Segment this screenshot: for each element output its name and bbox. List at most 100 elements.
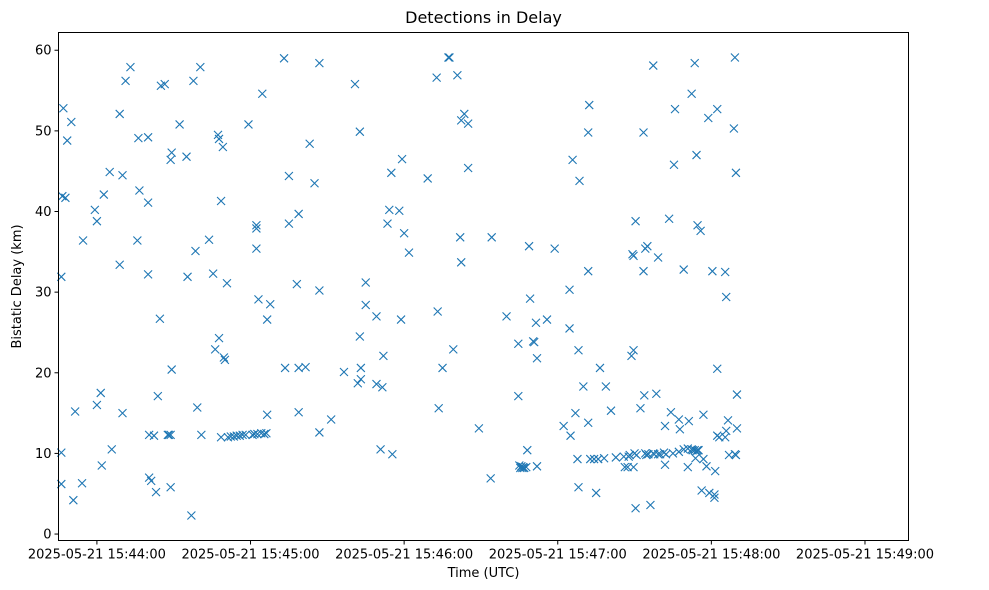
- data-point: [135, 186, 144, 195]
- data-point: [445, 53, 454, 62]
- data-point: [693, 220, 702, 230]
- data-point: [326, 415, 336, 424]
- data-point: [565, 324, 574, 333]
- data-point: [687, 89, 697, 99]
- data-point: [519, 463, 529, 473]
- data-point: [356, 374, 366, 384]
- data-point: [195, 62, 205, 72]
- data-point: [265, 299, 275, 309]
- data-point: [693, 445, 702, 455]
- data-point: [578, 382, 588, 391]
- data-point: [584, 100, 594, 110]
- data-point: [699, 410, 708, 420]
- data-point: [361, 300, 371, 310]
- data-point: [372, 311, 381, 321]
- data-point: [149, 431, 159, 441]
- data-point: [444, 53, 453, 62]
- data-point: [241, 430, 251, 440]
- data-point: [648, 61, 658, 70]
- data-point: [653, 253, 663, 262]
- y-tick-label: 20: [35, 366, 52, 381]
- data-point: [532, 353, 542, 363]
- plot-frame: [58, 32, 909, 541]
- data-point: [383, 219, 392, 228]
- data-point: [731, 450, 741, 460]
- data-point: [315, 428, 324, 437]
- data-point: [146, 476, 156, 486]
- x-tick-label: 2025-05-21 15:47:00: [489, 548, 627, 563]
- data-point: [118, 170, 127, 180]
- data-point: [585, 454, 595, 464]
- data-point: [189, 76, 198, 86]
- data-point: [115, 109, 125, 119]
- data-point: [143, 198, 153, 208]
- data-point: [61, 193, 70, 203]
- data-point: [160, 79, 170, 89]
- data-point: [305, 139, 315, 149]
- data-point: [731, 168, 741, 178]
- data-point: [218, 142, 228, 152]
- data-point: [284, 219, 294, 228]
- data-point: [455, 232, 465, 242]
- data-point: [438, 363, 447, 373]
- data-point: [208, 269, 218, 278]
- x-axis: 2025-05-21 15:44:00 2025-05-21 15:45:00 20…: [28, 540, 934, 563]
- data-point: [62, 136, 72, 145]
- data-point: [620, 462, 630, 472]
- data-point: [252, 224, 261, 233]
- data-point: [379, 351, 388, 361]
- data-point: [384, 205, 394, 215]
- x-tick-label: 2025-05-21 15:48:00: [642, 548, 780, 563]
- data-point: [636, 403, 645, 413]
- data-point: [670, 104, 680, 114]
- data-point: [611, 453, 621, 462]
- data-point: [646, 500, 655, 510]
- data-point: [474, 424, 484, 433]
- data-point: [513, 391, 523, 401]
- data-point: [690, 445, 700, 455]
- data-point: [601, 382, 611, 391]
- data-point: [723, 415, 733, 425]
- x-tick-label: 2025-05-21 15:46:00: [335, 548, 473, 563]
- data-point: [97, 461, 107, 470]
- data-point: [219, 353, 229, 362]
- data-point: [674, 415, 684, 424]
- data-point: [559, 421, 569, 431]
- data-point: [252, 220, 261, 230]
- data-point: [502, 311, 511, 321]
- data-point: [183, 272, 192, 282]
- data-point: [220, 355, 230, 365]
- data-point: [292, 279, 302, 289]
- data-point: [163, 430, 173, 440]
- data-point: [696, 226, 705, 236]
- data-point: [699, 454, 708, 464]
- data-point: [355, 332, 365, 341]
- data-point: [487, 232, 497, 242]
- data-point: [448, 345, 458, 354]
- data-point: [394, 206, 404, 216]
- data-point: [627, 351, 636, 361]
- data-point: [712, 364, 722, 374]
- y-tick-label: 30: [35, 286, 52, 301]
- data-point: [732, 390, 742, 399]
- data-point: [70, 407, 80, 416]
- data-point: [732, 424, 742, 433]
- data-point: [90, 205, 100, 215]
- data-point: [262, 315, 272, 324]
- data-points: [56, 53, 742, 520]
- data-point: [284, 171, 294, 181]
- data-point: [666, 407, 676, 417]
- data-point: [571, 408, 580, 418]
- data-point: [651, 389, 661, 399]
- data-point: [350, 79, 360, 89]
- data-point: [595, 363, 605, 373]
- data-point: [216, 196, 226, 206]
- data-point: [513, 339, 523, 349]
- data-point: [639, 128, 648, 137]
- data-point: [66, 117, 76, 127]
- data-point: [524, 241, 534, 251]
- data-point: [631, 216, 640, 226]
- data-point: [191, 246, 200, 256]
- data-point: [204, 235, 214, 245]
